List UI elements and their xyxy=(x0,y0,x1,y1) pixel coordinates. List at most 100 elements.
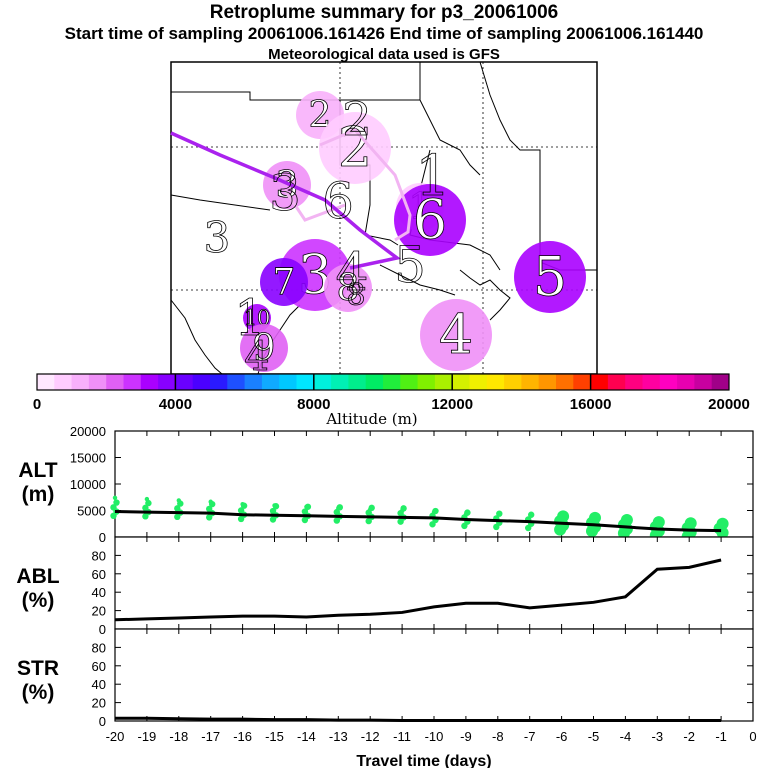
alt-scatter-point xyxy=(336,505,341,511)
alt-scatter-point xyxy=(620,514,633,527)
colorbar-swatch xyxy=(694,374,713,390)
alt-scatter-point xyxy=(174,505,181,512)
y-tick-label: 80 xyxy=(92,548,106,563)
alt-scatter-point xyxy=(431,509,437,515)
alt-scatter-point xyxy=(113,499,120,506)
map-frame xyxy=(170,61,598,375)
colorbar-swatch xyxy=(607,374,626,390)
x-tick-label: -2 xyxy=(683,729,695,744)
cluster-circle xyxy=(260,258,308,306)
y-tick-label: 40 xyxy=(92,677,106,692)
alt-scatter-point xyxy=(496,510,503,517)
cluster-label: 2 xyxy=(338,116,372,179)
cluster-label: 8 xyxy=(337,268,360,309)
alt-scatter-point xyxy=(652,516,665,529)
outline-label: 6 xyxy=(322,172,354,230)
panel-label: ALT xyxy=(18,459,57,482)
panel-frame xyxy=(114,628,754,722)
x-tick-label: 0 xyxy=(749,729,756,744)
colorbar-swatch xyxy=(140,374,159,390)
colorbar-swatch xyxy=(261,374,280,390)
y-tick-label: 60 xyxy=(92,659,106,674)
colorbar-swatch xyxy=(677,374,695,390)
colorbar-swatch xyxy=(296,374,315,390)
alt-scatter-point xyxy=(716,517,729,530)
alt-scatter-point xyxy=(269,507,277,515)
colorbar-swatch xyxy=(54,374,73,390)
outline-label: 3 xyxy=(204,213,231,262)
colorbar-swatch xyxy=(642,374,661,390)
alt-scatter-point xyxy=(557,510,570,523)
colorbar-tick-label: 4000 xyxy=(159,396,192,413)
x-tick-label: -1 xyxy=(715,729,727,744)
alt-scatter-point xyxy=(528,511,535,518)
colorbar-swatch xyxy=(192,374,211,390)
alt-scatter-point xyxy=(208,499,213,504)
outline-label: 8 xyxy=(346,278,365,313)
alt-scatter-point xyxy=(272,503,277,508)
colorbar-tick-label: 20000 xyxy=(708,396,750,413)
x-tick-label: -5 xyxy=(588,729,600,744)
x-axis-title: Travel time (days) xyxy=(356,753,491,768)
colorbar-swatch xyxy=(210,374,228,390)
cluster-label: 2 xyxy=(309,95,332,136)
panel-unit: (%) xyxy=(22,681,55,704)
colorbar-swatch xyxy=(71,374,90,390)
alt-scatter-point xyxy=(142,504,149,512)
y-tick-label: 10000 xyxy=(70,477,106,492)
colorbar-swatch xyxy=(383,374,401,390)
alt-scatter-point xyxy=(240,501,245,507)
colorbar-swatch xyxy=(365,374,384,390)
cluster-circle xyxy=(420,299,492,371)
panel-label: STR xyxy=(17,657,59,680)
colorbar-frame xyxy=(36,373,730,391)
outline-label: 5 xyxy=(394,236,426,294)
alt-scatter-point xyxy=(589,511,601,524)
cluster-circle xyxy=(394,184,466,256)
y-tick-label: 0 xyxy=(99,530,106,545)
x-tick-label: -17 xyxy=(201,729,220,744)
outline-label: 1 xyxy=(415,144,451,209)
panel-unit: (%) xyxy=(22,589,55,612)
chart-title: Retroplume summary for p3_20061006 xyxy=(209,2,559,23)
outline-label: 2 xyxy=(342,92,371,146)
alt-scatter-point xyxy=(301,508,309,515)
alt-scatter-point xyxy=(684,517,697,530)
alt-scatter-point xyxy=(206,505,213,513)
y-tick-label: 20000 xyxy=(70,424,106,439)
colorbar-swatch xyxy=(504,374,522,390)
colorbar-title: Altitude (m) xyxy=(325,410,417,428)
colorbar-swatch xyxy=(400,374,419,390)
cluster-label: 5 xyxy=(533,245,567,308)
x-tick-label: -14 xyxy=(297,729,316,744)
colorbar-swatch xyxy=(486,374,505,390)
colorbar-swatch xyxy=(434,374,453,390)
time-series-panels: 20000150001000050000ALT(m)806040200ABL(%… xyxy=(16,424,756,768)
x-tick-label: -7 xyxy=(524,729,536,744)
state-border xyxy=(171,62,421,101)
colorbar-swatch xyxy=(625,374,643,390)
colorbar-swatch xyxy=(88,374,107,390)
y-tick-label: 60 xyxy=(92,567,106,582)
cluster-label: 3 xyxy=(276,165,299,206)
colorbar-swatch xyxy=(348,374,367,390)
alt-scatter-point xyxy=(112,495,118,500)
cluster-circle xyxy=(514,241,586,313)
alt-panel: 20000 15000 10000 5000 0 ALT(m) xyxy=(18,424,754,545)
y-tick-label: 20 xyxy=(92,604,106,619)
str-panel: 80 60 40 20 0 STR(%) xyxy=(17,628,754,729)
cluster-label: 4 xyxy=(439,303,473,366)
colorbar-swatch xyxy=(227,374,246,390)
y-tick-label: 15000 xyxy=(70,451,106,466)
alt-scatter-point xyxy=(176,498,181,503)
colorbar-swatch xyxy=(279,374,297,390)
abl-panel: 80 60 40 20 0 ABL(%) xyxy=(16,536,754,637)
coast xyxy=(459,269,511,321)
colorbar-swatch xyxy=(175,374,194,390)
x-tick-label: -20 xyxy=(106,729,125,744)
colorbar-swatch xyxy=(556,374,574,390)
river-border xyxy=(419,99,481,176)
cluster-circle xyxy=(319,112,391,184)
